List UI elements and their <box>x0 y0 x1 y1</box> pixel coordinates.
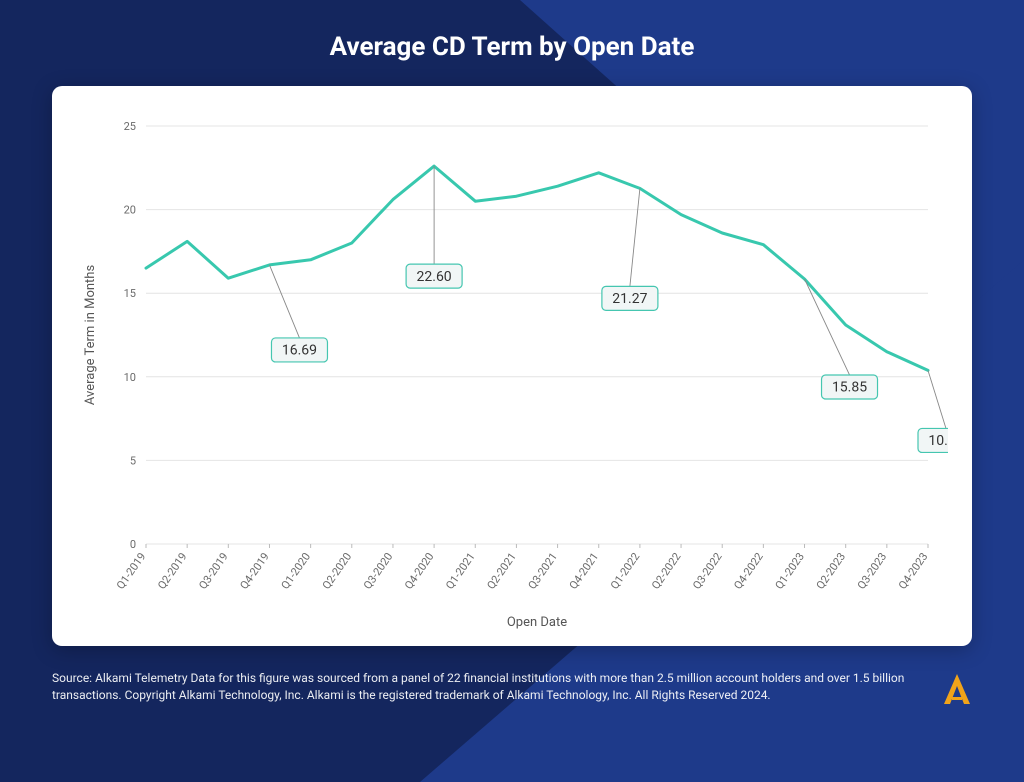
svg-text:20: 20 <box>124 204 136 217</box>
svg-text:15.85: 15.85 <box>832 380 867 396</box>
svg-text:Q4-2019: Q4-2019 <box>237 550 271 591</box>
source-text: Source: Alkami Telemetry Data for this f… <box>52 670 922 705</box>
svg-text:15: 15 <box>124 287 136 300</box>
svg-text:10.38: 10.38 <box>928 433 948 449</box>
svg-text:Q3-2020: Q3-2020 <box>361 550 395 591</box>
svg-text:Q4-2023: Q4-2023 <box>896 550 930 591</box>
brand-logo-icon <box>942 672 972 712</box>
svg-text:5: 5 <box>130 454 136 467</box>
svg-text:Open Date: Open Date <box>507 615 567 630</box>
svg-text:21.27: 21.27 <box>612 291 647 307</box>
svg-text:Q4-2022: Q4-2022 <box>731 550 765 591</box>
svg-text:Q4-2020: Q4-2020 <box>402 550 436 591</box>
svg-text:Q3-2021: Q3-2021 <box>526 550 560 591</box>
line-chart: 0510152025Q1-2019Q2-2019Q3-2019Q4-2019Q1… <box>76 110 948 634</box>
svg-text:Q3-2023: Q3-2023 <box>855 550 889 591</box>
svg-text:Average Term in Months: Average Term in Months <box>83 265 98 406</box>
svg-text:22.60: 22.60 <box>417 269 452 285</box>
svg-text:Q3-2019: Q3-2019 <box>196 550 230 591</box>
svg-text:Q2-2022: Q2-2022 <box>649 550 683 591</box>
svg-text:16.69: 16.69 <box>282 343 317 359</box>
chart-card: 0510152025Q1-2019Q2-2019Q3-2019Q4-2019Q1… <box>52 86 972 646</box>
svg-text:Q1-2021: Q1-2021 <box>443 550 477 591</box>
svg-text:0: 0 <box>130 538 136 551</box>
svg-text:Q1-2023: Q1-2023 <box>773 550 807 591</box>
svg-text:Q2-2023: Q2-2023 <box>814 550 848 591</box>
svg-text:Q1-2019: Q1-2019 <box>114 550 148 591</box>
svg-text:Q1-2022: Q1-2022 <box>608 550 642 591</box>
svg-text:Q3-2022: Q3-2022 <box>690 550 724 591</box>
svg-text:25: 25 <box>124 120 136 133</box>
chart-title: Average CD Term by Open Date <box>330 32 695 62</box>
svg-text:10: 10 <box>124 371 136 384</box>
svg-text:Q2-2019: Q2-2019 <box>155 550 189 591</box>
svg-text:Q2-2020: Q2-2020 <box>320 550 354 591</box>
svg-text:Q1-2020: Q1-2020 <box>279 550 313 591</box>
svg-text:Q4-2021: Q4-2021 <box>567 550 601 591</box>
svg-text:Q2-2021: Q2-2021 <box>484 550 518 591</box>
